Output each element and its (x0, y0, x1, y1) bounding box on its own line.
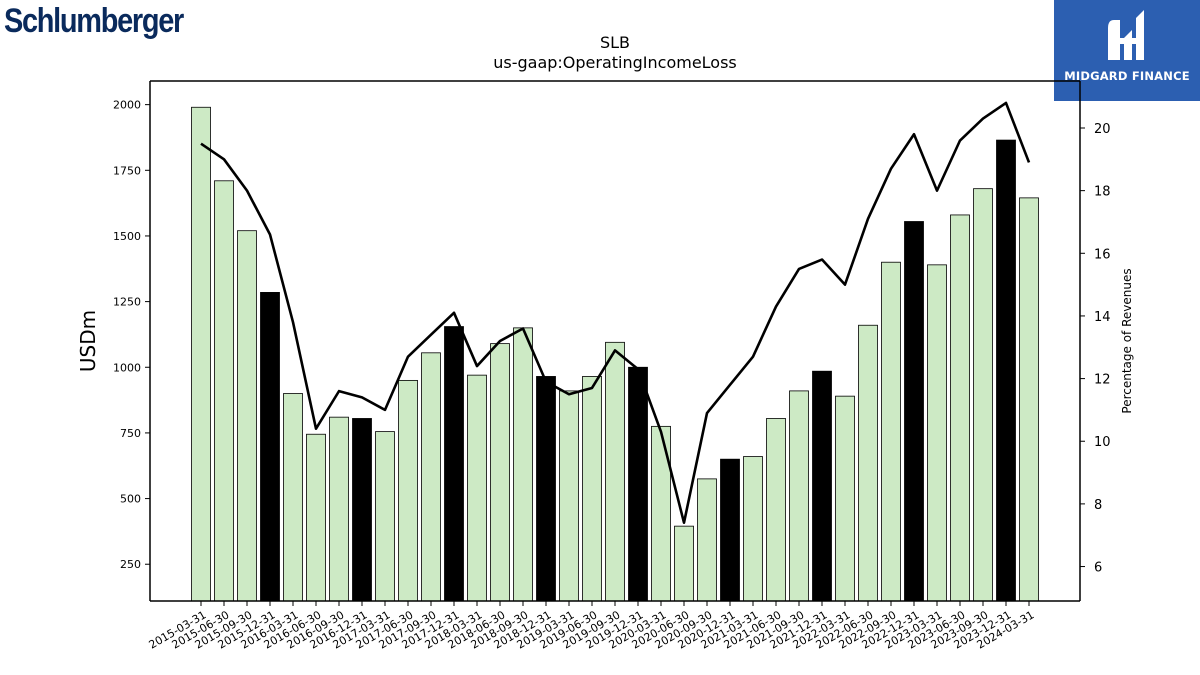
chart-title: SLB (599, 33, 631, 52)
bar-2023-09-30 (973, 188, 993, 602)
bar-2018-06-30 (490, 343, 510, 602)
bar-2021-12-31 (812, 370, 832, 602)
bar-2020-03-31 (651, 425, 671, 602)
ytick-label-1000: 1000 (113, 361, 141, 374)
y2tick-label-16: 16 (1094, 247, 1111, 262)
bar-2016-12-31 (352, 418, 372, 602)
bar-2017-03-31 (375, 431, 395, 602)
bar-2016-06-30 (306, 433, 326, 602)
y2-axis-label: Percentage of Revenues (1120, 268, 1134, 413)
bar-2022-09-30 (881, 261, 901, 602)
y2tick-label-20: 20 (1094, 122, 1111, 137)
bar-2020-12-31 (720, 458, 740, 602)
bar-2017-12-31 (444, 326, 464, 602)
bar-2018-09-30 (513, 327, 533, 602)
bar-2018-12-31 (536, 376, 556, 602)
bar-2016-03-31 (283, 393, 303, 602)
bar-2023-06-30 (950, 214, 970, 602)
bar-2016-09-30 (329, 416, 349, 602)
bar-2024-03-31 (1019, 197, 1039, 602)
bar-2018-03-31 (467, 374, 487, 602)
bar-2020-09-30 (697, 478, 717, 602)
schlumberger-logo: Schlumberger (4, 2, 184, 40)
y2tick-label-10: 10 (1094, 435, 1111, 450)
bar-2015-09-30 (237, 230, 257, 602)
bar-2017-09-30 (421, 352, 441, 602)
bar-2019-12-31 (628, 366, 648, 602)
midgard-finance-logo: MIDGARD FINANCE (1054, 0, 1200, 101)
ytick-label-250: 250 (120, 558, 141, 571)
bar-2022-03-31 (835, 395, 855, 602)
y2tick-label-14: 14 (1094, 310, 1111, 325)
bar-2015-06-30 (214, 180, 234, 602)
bar-2017-06-30 (398, 379, 418, 602)
bar-2020-06-30 (674, 525, 694, 602)
ytick-label-500: 500 (120, 493, 141, 506)
bar-2019-03-31 (559, 390, 579, 602)
ytick-label-2000: 2000 (113, 99, 141, 112)
ytick-label-750: 750 (120, 427, 141, 440)
midgard-brand-text: MIDGARD FINANCE (1064, 69, 1190, 83)
chart-subtitle: us-gaap:OperatingIncomeLoss (493, 53, 737, 72)
y2tick-label-12: 12 (1094, 373, 1111, 388)
y2tick-label-6: 6 (1094, 561, 1102, 576)
bar-2019-09-30 (605, 341, 625, 602)
ytick-label-1750: 1750 (113, 164, 141, 177)
bar-2021-09-30 (789, 390, 809, 602)
bar-2023-03-31 (927, 264, 947, 602)
y2tick-label-18: 18 (1094, 185, 1111, 200)
y-axis-label: USDm (76, 310, 100, 372)
ytick-label-1500: 1500 (113, 230, 141, 243)
line-percentage-of-revenues (200, 101, 1031, 524)
bar-2015-03-31 (191, 106, 211, 602)
midgard-logo-icon (1108, 10, 1144, 60)
y2tick-label-8: 8 (1094, 498, 1102, 513)
bar-2023-12-31 (996, 139, 1016, 602)
bar-2021-06-30 (766, 418, 786, 602)
ytick-label-1250: 1250 (113, 296, 141, 309)
bar-2019-06-30 (582, 376, 602, 602)
bar-2022-12-31 (904, 221, 924, 602)
bar-2015-12-31 (260, 292, 280, 602)
bar-2021-03-31 (743, 456, 763, 602)
bar-2022-06-30 (858, 324, 878, 602)
